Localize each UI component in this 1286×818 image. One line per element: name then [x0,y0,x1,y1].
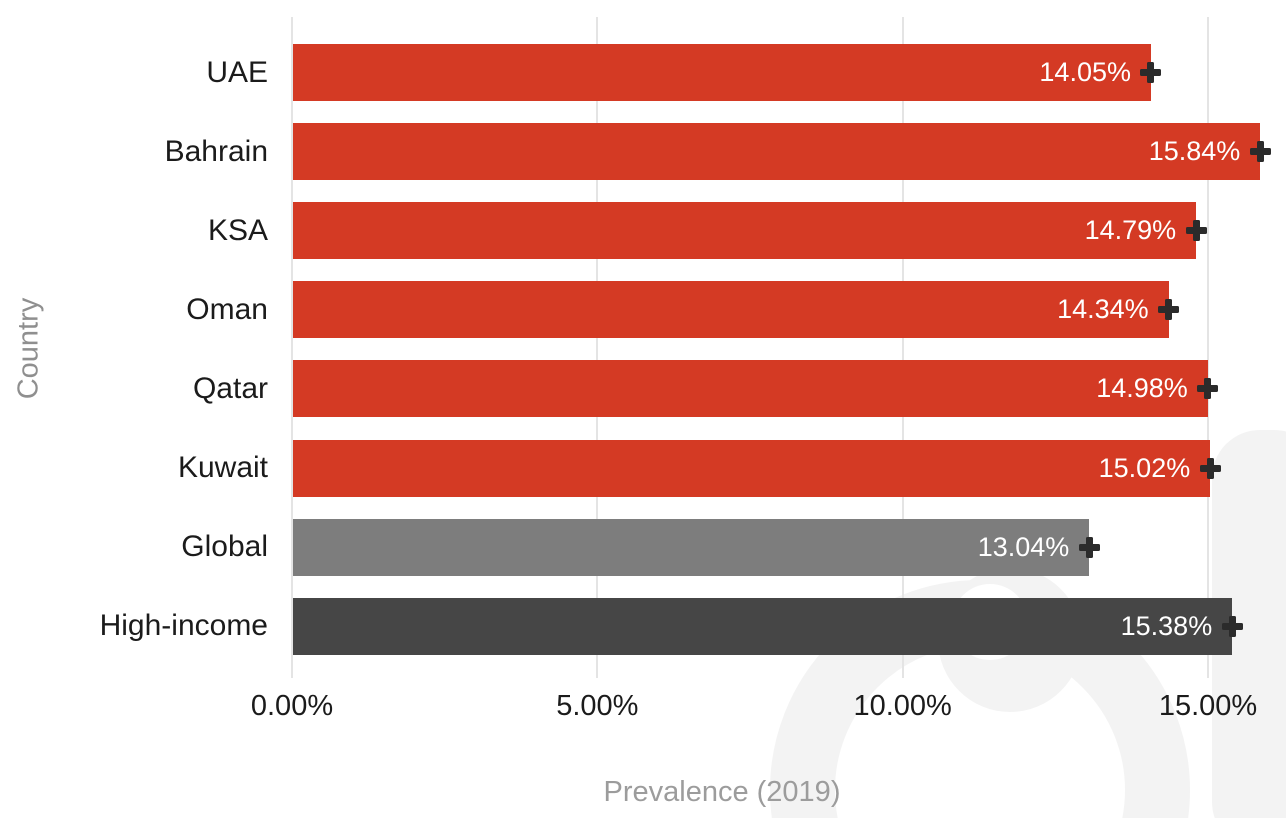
category-label-uae: UAE [206,55,268,89]
category-label-global: Global [181,530,268,564]
bar-value-label: 13.04% [977,531,1070,562]
bar-global: 13.04% [293,518,1090,576]
bar-bahrain: 15.84% [293,123,1261,181]
gridline-0pct [291,17,293,678]
error-bar-plus-icon [1249,141,1271,163]
error-bar-plus-icon [1078,536,1100,558]
bar-value-label: 14.05% [1039,57,1131,87]
bar-value-label: 14.79% [1084,215,1177,246]
gridline-15pct [1207,17,1209,678]
bar-qatar: 14.98% [293,360,1208,418]
error-bar-plus-icon [1199,457,1221,479]
bar-value-label: 15.02% [1098,452,1191,483]
x-tick-label-10pct: 10.00% [853,690,952,722]
x-tick-label-15pct: 15.00% [1158,690,1258,722]
bar-uae: 14.05% [293,44,1151,101]
error-bar-plus-icon [1197,378,1219,400]
bar-high-income: 15.38% [293,597,1233,655]
x-tick-label-5pct: 5.00% [556,690,639,722]
error-bar-plus-icon [1221,615,1243,637]
error-bar-plus-icon [1185,220,1207,242]
error-bar-plus-icon [1140,62,1162,83]
category-label-oman: Oman [186,292,268,326]
bar-kuwait: 15.02% [293,439,1211,497]
gridline-5pct [596,17,599,678]
error-bar-plus-icon [1158,299,1180,321]
category-label-kuwait: Kuwait [177,451,268,484]
x-tick-label-0pct: 0.00% [250,690,334,722]
bar-value-label: 14.98% [1096,373,1188,404]
bar-ksa: 14.79% [293,202,1197,260]
category-label-high-income: High-income [99,609,268,643]
y-axis-title: Country [12,297,45,400]
category-label-ksa: KSA [207,213,268,247]
bar-value-label: 15.38% [1120,610,1213,641]
bar-oman: 14.34% [293,281,1169,339]
bar-value-label: 14.34% [1057,294,1149,325]
x-axis-title: Prevalence (2019) [603,776,841,808]
bar-value-label: 15.84% [1148,136,1241,167]
gridline-10pct [901,17,904,678]
category-label-bahrain: Bahrain [164,134,268,168]
category-label-qatar: Qatar [192,371,268,405]
